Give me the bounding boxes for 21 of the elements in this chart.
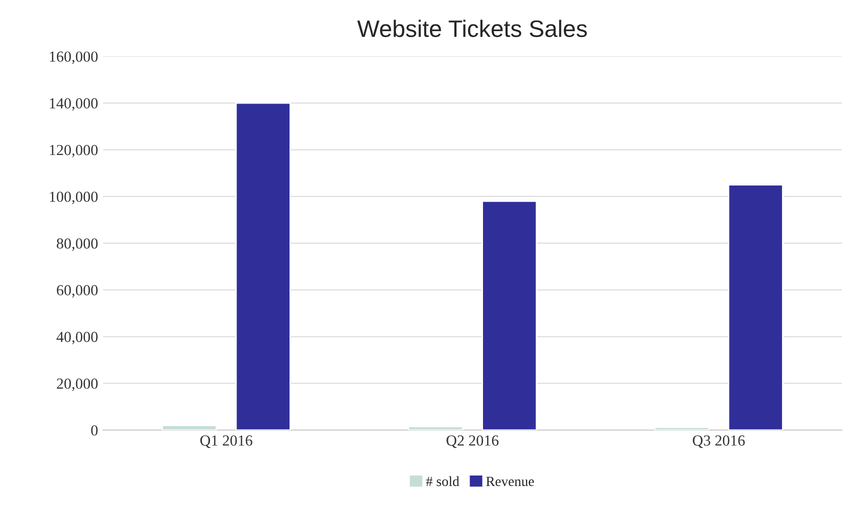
bar [161,424,218,430]
bar [654,426,710,430]
bar [728,184,784,430]
bar [235,102,291,430]
x-tick-label: Q2 2016 [446,435,499,448]
x-tick-label: Q1 2016 [200,435,252,448]
y-tick-label: 100,000 [50,192,98,204]
legend-label: Revenue [486,476,534,486]
bar [482,200,538,430]
y-tick-label: 60,000 [56,285,98,298]
legend-label: # sold [426,476,460,486]
y-tick-label: 40,000 [56,332,98,344]
chart-title: Website Tickets Sales [357,20,587,38]
y-tick-label: 140,000 [50,98,98,111]
x-tick-label: Q3 2016 [692,435,745,448]
y-tick-label: 160,000 [50,51,98,64]
y-tick-label: 120,000 [50,144,98,158]
y-tick-label: 0 [91,425,98,436]
bar [408,426,464,430]
y-tick-label: 80,000 [56,238,98,251]
y-tick-label: 20,000 [56,378,98,392]
